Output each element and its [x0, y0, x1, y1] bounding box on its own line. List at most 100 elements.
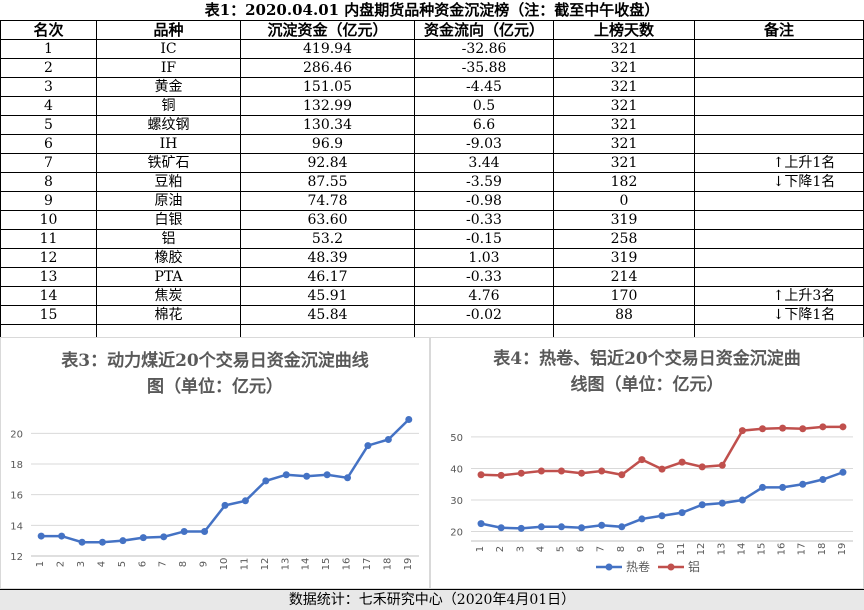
coil-data-point [557, 467, 565, 475]
cell-capital: 419.94 [240, 39, 415, 59]
coil-x-tick-label: 13 [716, 543, 727, 556]
cell-capital: 63.60 [240, 210, 415, 230]
table-row: 7 铁矿石 92.84 3.44 321 ↑上升1名 [0, 153, 864, 173]
coal-x-tick-label: 13 [280, 558, 291, 571]
coil-data-point [537, 523, 545, 531]
cell-note [694, 77, 864, 97]
cell-capital: 74.78 [240, 191, 415, 211]
table-row: 12 橡胶 48.39 1.03 319 [0, 248, 864, 268]
coil-data-point [759, 483, 767, 491]
cell-note [694, 267, 864, 287]
cell-variety: 铁矿石 [96, 153, 241, 173]
coil-data-point [598, 521, 606, 529]
cell-rank: 2 [0, 58, 97, 78]
coil-data-point [799, 480, 807, 488]
cell-note: ↑上升3名 [694, 286, 864, 306]
coal-x-tick-label: 16 [342, 558, 353, 571]
cell-capital: 45.84 [240, 305, 415, 325]
cell-flow: -0.15 [414, 229, 554, 249]
cell-days: 214 [553, 267, 695, 287]
cell-variety: 螺纹钢 [96, 115, 241, 135]
cell-note [694, 58, 864, 78]
coil-data-point [839, 423, 847, 431]
cell-days: 319 [553, 210, 695, 230]
coil-data-point [537, 467, 545, 475]
coil-data-point [698, 463, 706, 471]
coal-data-point [58, 532, 66, 540]
cell-rank: 4 [0, 96, 97, 116]
cell-variety: IH [96, 134, 241, 154]
coil-data-point [698, 501, 706, 509]
cell-capital: 45.91 [240, 286, 415, 306]
coal-chart-title-line2: 图（单位：亿元） [147, 377, 283, 397]
cell-variety: IF [96, 58, 241, 78]
coil-x-tick-label: 14 [736, 543, 747, 556]
footer-source: 数据统计：七禾研究中心（2020年4月01日） [0, 589, 864, 610]
coil-data-point [718, 461, 726, 469]
coal-x-tick-label: 7 [158, 561, 169, 567]
cell-variety: 黄金 [96, 77, 241, 97]
table-row: 14 焦炭 45.91 4.76 170 ↑上升3名 [0, 286, 864, 306]
coal-x-tick-label: 2 [56, 561, 67, 567]
coil-x-tick-label: 7 [596, 546, 607, 552]
coil-x-tick-label: 8 [616, 546, 627, 552]
coil-x-tick-label: 18 [817, 543, 828, 556]
cell-note [694, 191, 864, 211]
coil-y-tick-label: 20 [450, 528, 463, 539]
coal-x-tick-label: 9 [199, 561, 210, 567]
coal-x-tick-label: 11 [239, 558, 250, 571]
coil-x-tick-label: 4 [535, 546, 546, 552]
cell-flow: -3.59 [414, 172, 554, 192]
cell-capital: 46.17 [240, 267, 415, 287]
cell-days: 321 [553, 39, 695, 59]
cell-rank: 10 [0, 210, 97, 230]
coil-data-point [477, 520, 485, 528]
table-row: 15 棉花 45.84 -0.02 88 ↓下降1名 [0, 305, 864, 325]
cell-capital: 286.46 [240, 58, 415, 78]
coil-data-point [759, 425, 767, 433]
coil-data-point [497, 524, 505, 532]
coil-data-point [477, 471, 485, 479]
cell-days: 321 [553, 153, 695, 173]
header-rank: 名次 [0, 20, 97, 40]
cell-flow: 0.5 [414, 96, 554, 116]
cell-flow: 6.6 [414, 115, 554, 135]
cell-flow: -4.45 [414, 77, 554, 97]
cell-note [694, 115, 864, 135]
table-row: 9 原油 74.78 -0.98 0 [0, 191, 864, 211]
coal-data-point [344, 474, 352, 482]
coal-x-tick-label: 1 [35, 561, 46, 567]
cell-days: 258 [553, 229, 695, 249]
coil-x-tick-label: 15 [757, 543, 768, 556]
cell-days: 88 [553, 305, 695, 325]
coil-x-tick-label: 12 [696, 543, 707, 556]
cell-days: 321 [553, 115, 695, 135]
coil-data-point [638, 515, 646, 523]
coil-data-point [517, 469, 525, 477]
coil-data-point [578, 469, 586, 477]
table-title: 表1：2020.04.01 内盘期货品种资金沉淀榜（注：截至中午收盘） [204, 1, 660, 19]
cell-note: ↓下降1名 [694, 305, 864, 325]
coal-data-point [37, 532, 45, 540]
coal-chart-title: 表3：动力煤近20个交易日资金沉淀曲线 图（单位：亿元） [1, 348, 429, 400]
coal-x-tick-label: 18 [382, 558, 393, 571]
cell-capital: 87.55 [240, 172, 415, 192]
cell-rank: 12 [0, 248, 97, 268]
cell-flow: 4.76 [414, 286, 554, 306]
legend-label-aluminum: 铝 [688, 559, 700, 574]
header-note: 备注 [694, 20, 864, 40]
coal-data-point [139, 534, 147, 542]
coal-data-point [282, 471, 290, 479]
coil-data-point [678, 458, 686, 466]
coal-data-point [221, 501, 229, 509]
cell-flow: -0.98 [414, 191, 554, 211]
coil-y-tick-label: 30 [450, 496, 463, 507]
coal-x-tick-label: 17 [362, 558, 373, 571]
coal-data-point [364, 442, 372, 450]
cell-days: 321 [553, 96, 695, 116]
cell-rank: 7 [0, 153, 97, 173]
cell-note [694, 210, 864, 230]
cell-capital: 92.84 [240, 153, 415, 173]
cell-variety: 豆粕 [96, 172, 241, 192]
cell-rank: 8 [0, 172, 97, 192]
